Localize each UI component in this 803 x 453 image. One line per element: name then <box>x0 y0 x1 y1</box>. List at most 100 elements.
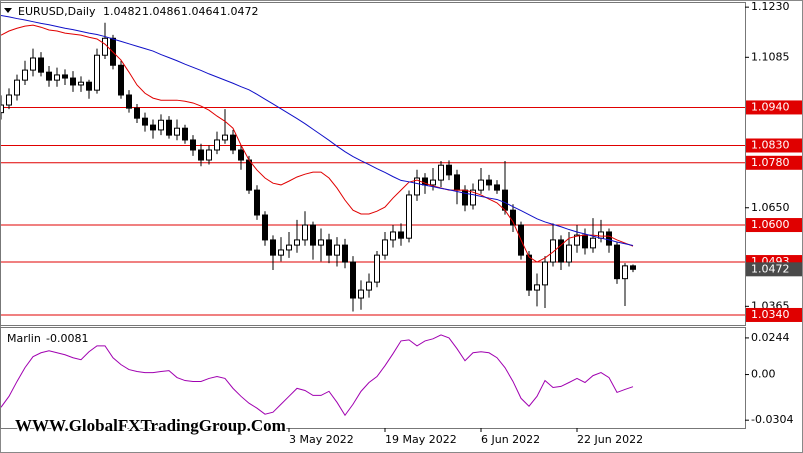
candle-body <box>206 149 212 161</box>
candle-body <box>166 119 172 136</box>
candle-body <box>430 179 436 186</box>
level-label-box <box>746 138 802 153</box>
candle-body <box>158 119 164 131</box>
candle-body <box>558 239 564 263</box>
candle-body <box>230 134 236 151</box>
candle-body <box>478 179 484 191</box>
candle-body <box>46 71 52 81</box>
candle-body <box>574 234 580 246</box>
candle-body <box>94 54 100 91</box>
candle-body <box>358 289 364 299</box>
candle-body <box>326 239 332 256</box>
candle-body <box>526 254 532 291</box>
candle-body <box>270 239 276 256</box>
moving-average <box>1 24 634 263</box>
y-tick-label: 1.1085 <box>751 50 790 63</box>
level-label-box <box>746 307 802 322</box>
sub-panel <box>0 327 746 429</box>
candle-body <box>622 265 628 280</box>
sub-plot <box>1 334 634 417</box>
candle-body <box>262 214 268 241</box>
candle-body <box>150 124 156 131</box>
candle-body <box>438 164 444 181</box>
axes: 1.12301.10851.06501.03651.09401.08301.07… <box>288 0 802 446</box>
level-label: 1.0940 <box>751 100 790 113</box>
candle-body <box>614 244 620 280</box>
candle-body <box>238 149 244 161</box>
candle-body <box>286 244 292 251</box>
candle-body <box>534 284 540 291</box>
candle-body <box>214 139 220 151</box>
candle-body <box>30 57 36 71</box>
candle-body <box>406 194 412 239</box>
candle-body <box>22 69 28 81</box>
candle-body <box>310 224 316 246</box>
ohlc-high: 1.0486 <box>142 5 181 18</box>
candle-body <box>550 239 556 263</box>
candle-body <box>38 57 44 73</box>
candle-body <box>446 164 452 176</box>
candle-body <box>246 159 252 191</box>
level-label: 1.0340 <box>751 308 790 321</box>
candle-body <box>398 231 404 239</box>
candle-body <box>494 184 500 191</box>
candle-body <box>302 224 308 241</box>
candle-body <box>470 189 476 206</box>
level-label-box <box>746 155 802 170</box>
x-tick-label: 3 May 2022 <box>289 433 354 446</box>
main-plot <box>1 14 745 316</box>
candle-body <box>142 117 148 126</box>
symbol-title: EURUSD,Daily <box>18 5 96 18</box>
y-tick-label: 1.0650 <box>751 201 790 214</box>
main-panel <box>0 2 746 326</box>
candle-body <box>486 179 492 186</box>
candle-body <box>134 107 140 119</box>
indicator-line <box>1 334 634 417</box>
candle-body <box>566 244 572 263</box>
candle-body <box>382 239 388 256</box>
x-tick-label: 22 Jun 2022 <box>577 433 643 446</box>
candle-body <box>1 104 4 114</box>
candle-body <box>294 239 300 246</box>
x-tick-label: 6 Jun 2022 <box>481 433 540 446</box>
candle-body <box>454 174 460 191</box>
ohlc-close: 1.0472 <box>220 5 259 18</box>
candle-body <box>278 249 284 256</box>
candle-body <box>502 189 508 211</box>
level-label-box <box>746 100 802 115</box>
x-tick-label: 19 May 2022 <box>385 433 457 446</box>
candle-body <box>118 64 124 96</box>
y-tick-label: 0.0244 <box>751 331 790 344</box>
watermark: WWW.GlobalFXTradingGroup.Com <box>15 416 286 435</box>
candle-body <box>542 261 548 286</box>
candle-body <box>606 231 612 246</box>
candle-body <box>582 234 588 249</box>
level-label: 1.0830 <box>751 138 790 151</box>
candle-body <box>414 177 420 196</box>
level-label: 1.0780 <box>751 156 790 169</box>
ohlc-low: 1.0464 <box>181 5 220 18</box>
ohlc-open: 1.0482 <box>103 5 142 18</box>
y-tick-label: 1.1230 <box>751 0 790 13</box>
candle-body <box>126 94 132 109</box>
price-box <box>746 262 802 277</box>
moving-average <box>1 14 634 246</box>
menu-triangle <box>4 8 12 13</box>
candle-body <box>86 81 92 91</box>
candle-body <box>102 37 108 56</box>
level-label-box <box>746 218 802 233</box>
candle-body <box>14 79 20 96</box>
candle-body <box>78 81 84 86</box>
candle-body <box>190 139 196 151</box>
candle-body <box>182 127 188 141</box>
indicator-title: Marlin <box>7 332 41 345</box>
level-label: 1.0600 <box>751 218 790 231</box>
y-tick-label: -0.0304 <box>751 413 793 426</box>
y-tick-label: 0.00 <box>751 368 776 381</box>
indicator-value: -0.0081 <box>46 332 88 345</box>
candle-body <box>366 281 372 291</box>
candle-body <box>390 231 396 241</box>
candle-body <box>342 244 348 263</box>
candle-body <box>54 74 60 81</box>
